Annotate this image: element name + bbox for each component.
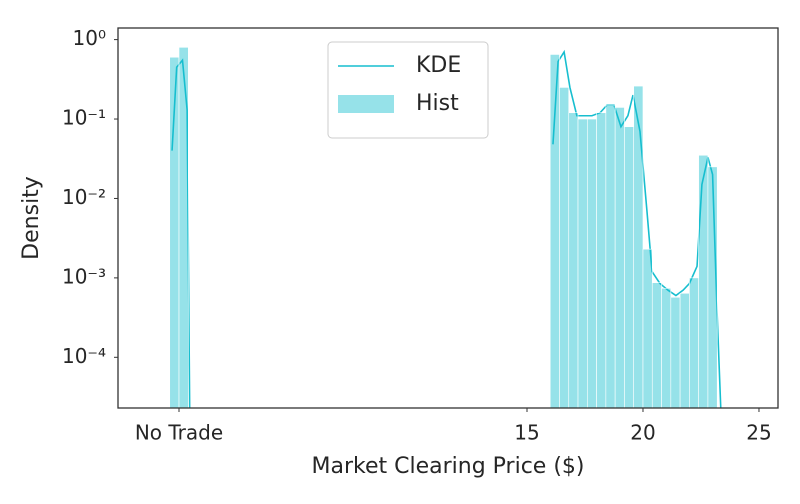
hist-bar — [614, 107, 625, 408]
y-tick-label: 10⁻³ — [62, 264, 106, 288]
x-tick-label: 20 — [630, 421, 655, 445]
hist-bar — [549, 54, 560, 408]
hist-bar — [587, 118, 597, 408]
x-axis-label: Market Clearing Price ($) — [312, 454, 585, 479]
x-tick-label: 25 — [746, 421, 771, 445]
hist-bar — [624, 126, 635, 408]
axes-frame — [117, 27, 779, 409]
hist-bar — [661, 287, 672, 408]
legend-swatch — [338, 95, 394, 113]
y-tick-label: 10⁻² — [62, 185, 106, 209]
legend-label: Hist — [416, 91, 459, 116]
hist-bar — [651, 282, 662, 408]
y-tick-label: 10⁻¹ — [62, 106, 106, 130]
hist-bar — [698, 154, 709, 408]
hist-bar — [568, 112, 579, 408]
hist-bar — [559, 87, 570, 408]
hist-bar — [596, 112, 607, 408]
legend: KDE Hist — [327, 41, 489, 139]
y-tick-label: 10⁻⁴ — [62, 344, 106, 368]
legend-box — [327, 41, 489, 139]
hist-bar — [670, 296, 681, 408]
y-axis-label: Density — [19, 176, 44, 260]
hist-bar — [689, 277, 699, 408]
y-tick-label: 10⁰ — [73, 26, 106, 50]
hist-bar — [679, 292, 690, 408]
legend-label: KDE — [416, 53, 461, 78]
hist-bar — [642, 248, 653, 408]
x-tick-label: No Trade — [135, 421, 223, 445]
hist-bar — [633, 85, 644, 408]
hist-bar — [169, 56, 180, 408]
x-tick-label: 15 — [514, 421, 539, 445]
hist-bar — [605, 104, 616, 408]
hist-bar — [178, 47, 189, 408]
hist-bar — [707, 166, 718, 408]
hist-bar — [577, 118, 588, 408]
